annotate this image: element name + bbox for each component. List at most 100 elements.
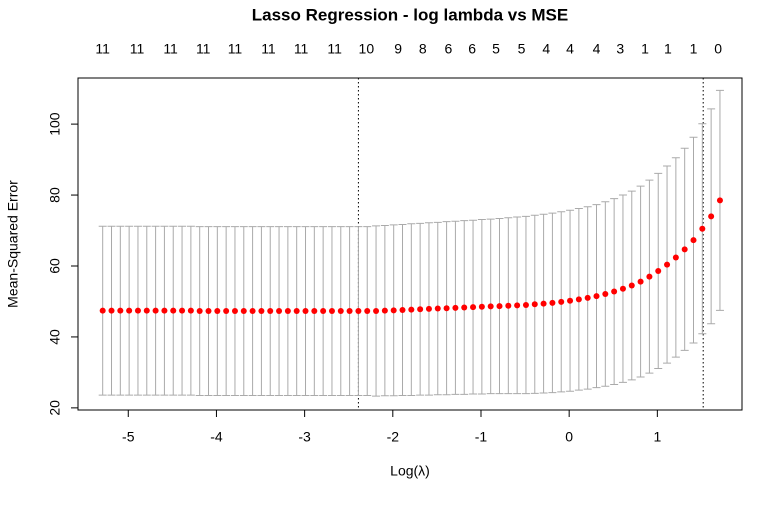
top-tick-label: 11 [327, 41, 342, 57]
x-tick-label: 1 [653, 429, 661, 445]
point [496, 303, 503, 310]
y-tick-label: 100 [47, 112, 63, 136]
top-tick-label: 1 [641, 41, 649, 57]
top-tick-label: 6 [468, 41, 476, 57]
point [126, 307, 133, 314]
point [619, 285, 626, 292]
top-tick-label: 4 [542, 41, 550, 57]
point [637, 278, 644, 285]
point [152, 307, 159, 314]
top-tick-label: 11 [228, 41, 243, 57]
point [293, 308, 300, 315]
y-axis-label: Mean-Squared Error [5, 180, 21, 308]
y-tick-label: 80 [47, 187, 63, 203]
top-tick-label: 1 [664, 41, 672, 57]
point [558, 298, 565, 305]
point [355, 308, 362, 315]
plot-box [77, 77, 743, 411]
top-tick-label: 1 [690, 41, 698, 57]
point [443, 305, 450, 312]
point [276, 308, 283, 315]
point [664, 261, 671, 268]
point [716, 197, 723, 204]
top-tick-label: 6 [444, 41, 452, 57]
point [708, 213, 715, 220]
point [522, 302, 529, 309]
point [187, 307, 194, 314]
point [681, 246, 688, 253]
point [179, 307, 186, 314]
top-tick-label: 3 [616, 41, 624, 57]
point [505, 302, 512, 309]
top-tick-label: 5 [492, 41, 500, 57]
point [381, 307, 388, 314]
point [540, 300, 547, 307]
point [584, 294, 591, 301]
point [699, 225, 706, 232]
top-tick-label: 9 [394, 41, 402, 57]
point [267, 308, 274, 315]
point [593, 293, 600, 300]
point [672, 254, 679, 261]
x-tick-label: -3 [298, 429, 311, 445]
point [170, 307, 177, 314]
point [240, 308, 247, 315]
point [328, 308, 335, 315]
point [320, 308, 327, 315]
point [690, 237, 697, 244]
point [567, 297, 574, 304]
point [531, 301, 538, 308]
point [249, 308, 256, 315]
point [311, 308, 318, 315]
point [143, 307, 150, 314]
point [99, 307, 106, 314]
y-tick-label: 40 [47, 329, 63, 345]
point [417, 306, 424, 313]
point [231, 308, 238, 315]
y-tick-label: 20 [47, 400, 63, 416]
point [487, 303, 494, 310]
top-tick-label: 5 [518, 41, 526, 57]
point [223, 308, 230, 315]
point [478, 303, 485, 310]
point [611, 288, 618, 295]
point [575, 296, 582, 303]
point [134, 307, 141, 314]
x-tick-label: -2 [387, 429, 400, 445]
point [425, 305, 432, 312]
top-tick-label: 4 [566, 41, 574, 57]
point [284, 308, 291, 315]
y-tick-label: 60 [47, 258, 63, 274]
point [117, 307, 124, 314]
point [452, 304, 459, 311]
point [461, 304, 468, 311]
point [399, 306, 406, 313]
point [214, 308, 221, 315]
point [390, 307, 397, 314]
top-tick-label: 11 [163, 41, 178, 57]
point [205, 308, 212, 315]
point [373, 308, 380, 315]
point [364, 308, 371, 315]
point [196, 308, 203, 315]
x-tick-label: -5 [122, 429, 135, 445]
point [602, 291, 609, 298]
point [408, 306, 415, 313]
x-tick-label: -4 [210, 429, 223, 445]
x-tick-label: -1 [475, 429, 488, 445]
top-tick-label: 11 [130, 41, 145, 57]
point [302, 308, 309, 315]
top-tick-label: 11 [196, 41, 211, 57]
point [646, 273, 653, 280]
point [161, 307, 168, 314]
point [346, 308, 353, 315]
x-tick-label: 0 [565, 429, 573, 445]
x-axis-label: Log(λ) [390, 463, 430, 479]
top-tick-label: 4 [593, 41, 601, 57]
top-tick-label: 8 [419, 41, 427, 57]
chart-title: Lasso Regression - log lambda vs MSE [252, 5, 568, 24]
point [655, 267, 662, 274]
top-tick-label: 11 [95, 41, 110, 57]
point [549, 299, 556, 306]
